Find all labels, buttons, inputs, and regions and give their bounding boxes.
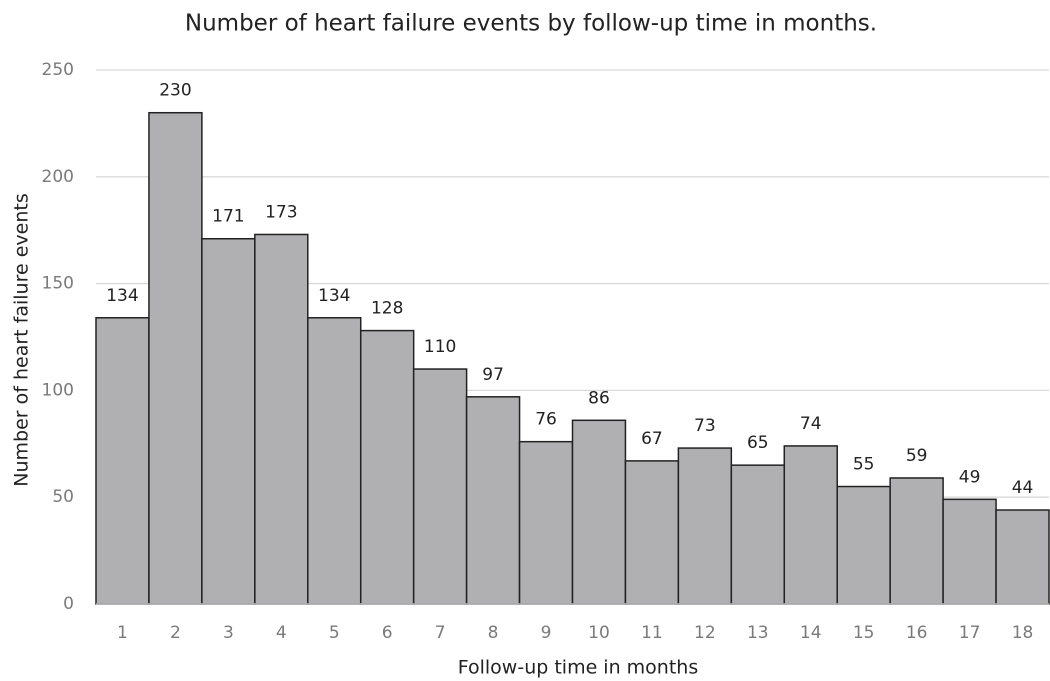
data-label: 74 — [800, 414, 822, 434]
data-label: 73 — [694, 416, 716, 436]
bar — [465, 396, 521, 605]
x-tick-label: 6 — [382, 623, 393, 643]
x-tick-label: 8 — [488, 623, 499, 643]
x-axis-title: Follow-up time in months — [458, 657, 699, 679]
bar — [677, 447, 733, 605]
bar — [412, 368, 468, 605]
bar — [889, 477, 944, 605]
bar — [942, 498, 997, 605]
x-tick-label: 2 — [170, 623, 181, 643]
x-tick-label: 11 — [641, 623, 663, 643]
y-tick-label: 0 — [63, 594, 74, 614]
bar — [624, 460, 680, 605]
data-label: 171 — [212, 207, 244, 227]
bar — [995, 509, 1050, 605]
x-tick-label: 17 — [959, 623, 981, 643]
x-tick-label: 16 — [906, 623, 928, 643]
bar — [359, 329, 415, 605]
bar — [254, 233, 309, 605]
data-label: 128 — [371, 299, 403, 319]
data-label: 134 — [106, 286, 138, 306]
x-tick-label: 4 — [276, 623, 287, 643]
chart-title: Number of heart failure events by follow… — [185, 11, 877, 37]
x-tick-label: 3 — [223, 623, 234, 643]
x-tick-label: 18 — [1012, 623, 1034, 643]
x-tick-label: 13 — [747, 623, 769, 643]
y-tick-label: 50 — [52, 487, 74, 507]
data-label: 65 — [747, 433, 769, 453]
x-tick-label: 15 — [853, 623, 875, 643]
x-tick-label: 14 — [800, 623, 822, 643]
y-tick-label: 100 — [42, 380, 74, 400]
x-tick-label: 1 — [117, 623, 128, 643]
data-label: 67 — [641, 429, 663, 449]
x-tick-label: 7 — [435, 623, 446, 643]
bar — [148, 111, 203, 605]
y-tick-label: 150 — [42, 274, 74, 294]
bar — [201, 237, 256, 605]
data-label: 55 — [853, 455, 875, 475]
data-label: 44 — [1012, 478, 1034, 498]
bar — [518, 440, 574, 605]
data-label: 76 — [535, 410, 557, 430]
y-tick-label: 250 — [42, 60, 74, 80]
data-label: 59 — [906, 446, 928, 466]
bar — [95, 317, 150, 605]
y-tick-label: 200 — [42, 167, 74, 187]
data-label: 230 — [159, 81, 191, 101]
data-label: 86 — [588, 388, 610, 408]
x-tick-label: 10 — [588, 623, 610, 643]
x-tick-label: 12 — [694, 623, 716, 643]
x-tick-label: 5 — [329, 623, 340, 643]
bar — [783, 445, 838, 605]
data-label: 134 — [318, 286, 350, 306]
bar — [836, 485, 891, 605]
bar — [307, 317, 362, 605]
data-label: 173 — [265, 202, 297, 222]
bar — [571, 419, 627, 605]
data-label: 49 — [959, 467, 981, 487]
y-axis-title: Number of heart failure events — [11, 193, 33, 486]
bar — [730, 464, 786, 605]
data-label: 97 — [482, 365, 504, 385]
data-label: 110 — [424, 337, 456, 357]
x-tick-label: 9 — [541, 623, 552, 643]
